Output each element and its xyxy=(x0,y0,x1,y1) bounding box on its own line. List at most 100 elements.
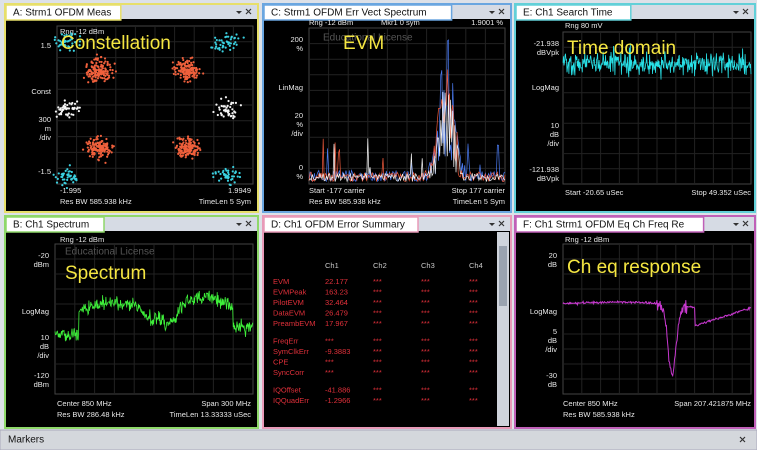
constellation-dot xyxy=(59,49,62,52)
scrollbar-thumb[interactable] xyxy=(499,246,507,306)
constellation-dot xyxy=(186,60,189,63)
panel-tab[interactable] xyxy=(515,216,705,233)
constellation-dot xyxy=(234,111,237,114)
panel-close-icon[interactable] xyxy=(498,8,505,15)
panel-close-icon[interactable] xyxy=(742,8,749,15)
constellation-dot xyxy=(89,137,92,140)
constellation-dot xyxy=(231,108,234,111)
markers-title[interactable]: Markers xyxy=(8,435,44,446)
axis-label: 10 xyxy=(41,333,49,342)
constellation-dot xyxy=(99,56,103,59)
table-header: Ch3 xyxy=(421,261,435,270)
panel-d: D: Ch1 OFDM Error Summary Ch1 Ch2 Ch3 Ch4 EVM… xyxy=(262,215,512,429)
constellation-dot xyxy=(188,143,191,146)
constellation-dot xyxy=(87,75,90,78)
panel-title[interactable]: F: Ch1 Strm1 OFDM Eq Ch Freq Re xyxy=(523,220,685,231)
panel-title[interactable]: D: Ch1 OFDM Error Summary xyxy=(271,220,405,231)
constellation-dot xyxy=(185,78,188,81)
constellation-dot xyxy=(221,171,224,174)
constellation-dot xyxy=(63,181,66,184)
axis-label: 10 xyxy=(551,121,559,130)
constellation-dot xyxy=(98,60,101,63)
panel-tab[interactable] xyxy=(515,4,632,21)
constellation-dot xyxy=(190,72,193,75)
constellation-dot xyxy=(238,175,242,179)
panel-menu-icon[interactable] xyxy=(733,11,739,14)
axis-label: dBVpk xyxy=(537,48,559,57)
constellation-dot xyxy=(189,141,192,144)
panel-menu-icon[interactable] xyxy=(236,11,242,14)
constellation-dot xyxy=(52,173,55,176)
constellation-dot xyxy=(187,137,190,140)
constellation-dot xyxy=(86,150,90,153)
constellation-dot xyxy=(188,152,191,155)
panel-close-icon[interactable] xyxy=(742,220,749,227)
panel-tab[interactable] xyxy=(263,4,453,21)
constellation-dot xyxy=(62,108,65,111)
constellation-dot xyxy=(177,152,180,155)
table-header: Ch4 xyxy=(469,261,483,270)
panel-close-icon[interactable] xyxy=(498,220,505,227)
panel-overlay-label: Constellation xyxy=(61,33,171,54)
constellation-dot xyxy=(63,34,66,37)
axis-label: Res BW 585.938 kHz xyxy=(563,410,635,419)
constellation-dot xyxy=(181,138,184,141)
constellation-dot xyxy=(112,76,115,79)
panel-close-icon[interactable] xyxy=(245,8,252,15)
constellation-dot xyxy=(57,106,60,109)
constellation-dot xyxy=(71,42,74,45)
constellation-dot xyxy=(220,104,223,108)
table-cell: *** xyxy=(469,336,478,345)
markers-close-icon[interactable] xyxy=(739,436,746,443)
axis-label: dBm xyxy=(34,380,49,389)
constellation-dot xyxy=(58,113,61,116)
constellation-dot xyxy=(231,177,234,181)
constellation-dot xyxy=(66,113,69,116)
axis-label: 1.9949 xyxy=(228,186,251,195)
constellation-dot xyxy=(174,66,177,70)
constellation-dot xyxy=(196,138,199,142)
constellation-dot xyxy=(235,43,238,46)
axis-label: 20 xyxy=(295,111,303,120)
panel-tab[interactable] xyxy=(5,4,122,21)
panel-title[interactable]: A: Strm1 OFDM Meas xyxy=(13,8,111,19)
constellation-dot xyxy=(77,109,80,113)
constellation-dot xyxy=(61,106,64,109)
constellation-dot xyxy=(239,104,242,107)
panel-frame xyxy=(262,215,512,429)
table-cell: *** xyxy=(421,357,430,366)
constellation-dot xyxy=(242,36,245,39)
axis-label: Rng -12 dBm xyxy=(60,27,104,36)
constellation-dot xyxy=(91,75,95,78)
panel-title[interactable]: E: Ch1 Search Time xyxy=(523,8,613,19)
table-cell: *** xyxy=(421,336,430,345)
panel-tab[interactable] xyxy=(263,216,419,233)
constellation-dot xyxy=(227,99,230,103)
constellation-dot xyxy=(99,134,103,137)
panel-close-icon[interactable] xyxy=(245,220,252,227)
panel-menu-icon[interactable] xyxy=(733,223,739,226)
table-cell: 163.23 xyxy=(325,287,348,296)
axis-label: Res BW 286.48 kHz xyxy=(57,410,125,419)
table-cell: -9.3883 xyxy=(325,347,350,356)
constellation-dot xyxy=(93,74,96,77)
constellation-dot xyxy=(88,72,91,76)
panel-menu-icon[interactable] xyxy=(236,223,242,226)
panel-menu-icon[interactable] xyxy=(489,223,495,226)
constellation-dot xyxy=(212,110,215,114)
panel-tab[interactable] xyxy=(5,216,105,233)
constellation-dot xyxy=(228,41,231,44)
panel-title[interactable]: B: Ch1 Spectrum xyxy=(13,220,89,231)
panel-menu-icon[interactable] xyxy=(489,11,495,14)
axis-label: % xyxy=(296,44,303,53)
constellation-dot xyxy=(111,144,114,147)
constellation-dot xyxy=(179,66,183,69)
constellation-dot xyxy=(225,106,228,109)
constellation-dot xyxy=(78,106,81,109)
constellation-dot xyxy=(229,105,232,109)
constellation-dot xyxy=(103,70,106,73)
constellation-dot xyxy=(73,102,77,105)
panel-title[interactable]: C: Strm1 OFDM Err Vect Spectrum xyxy=(271,8,427,19)
axis-label: % xyxy=(296,172,303,181)
constellation-dot xyxy=(54,36,57,39)
